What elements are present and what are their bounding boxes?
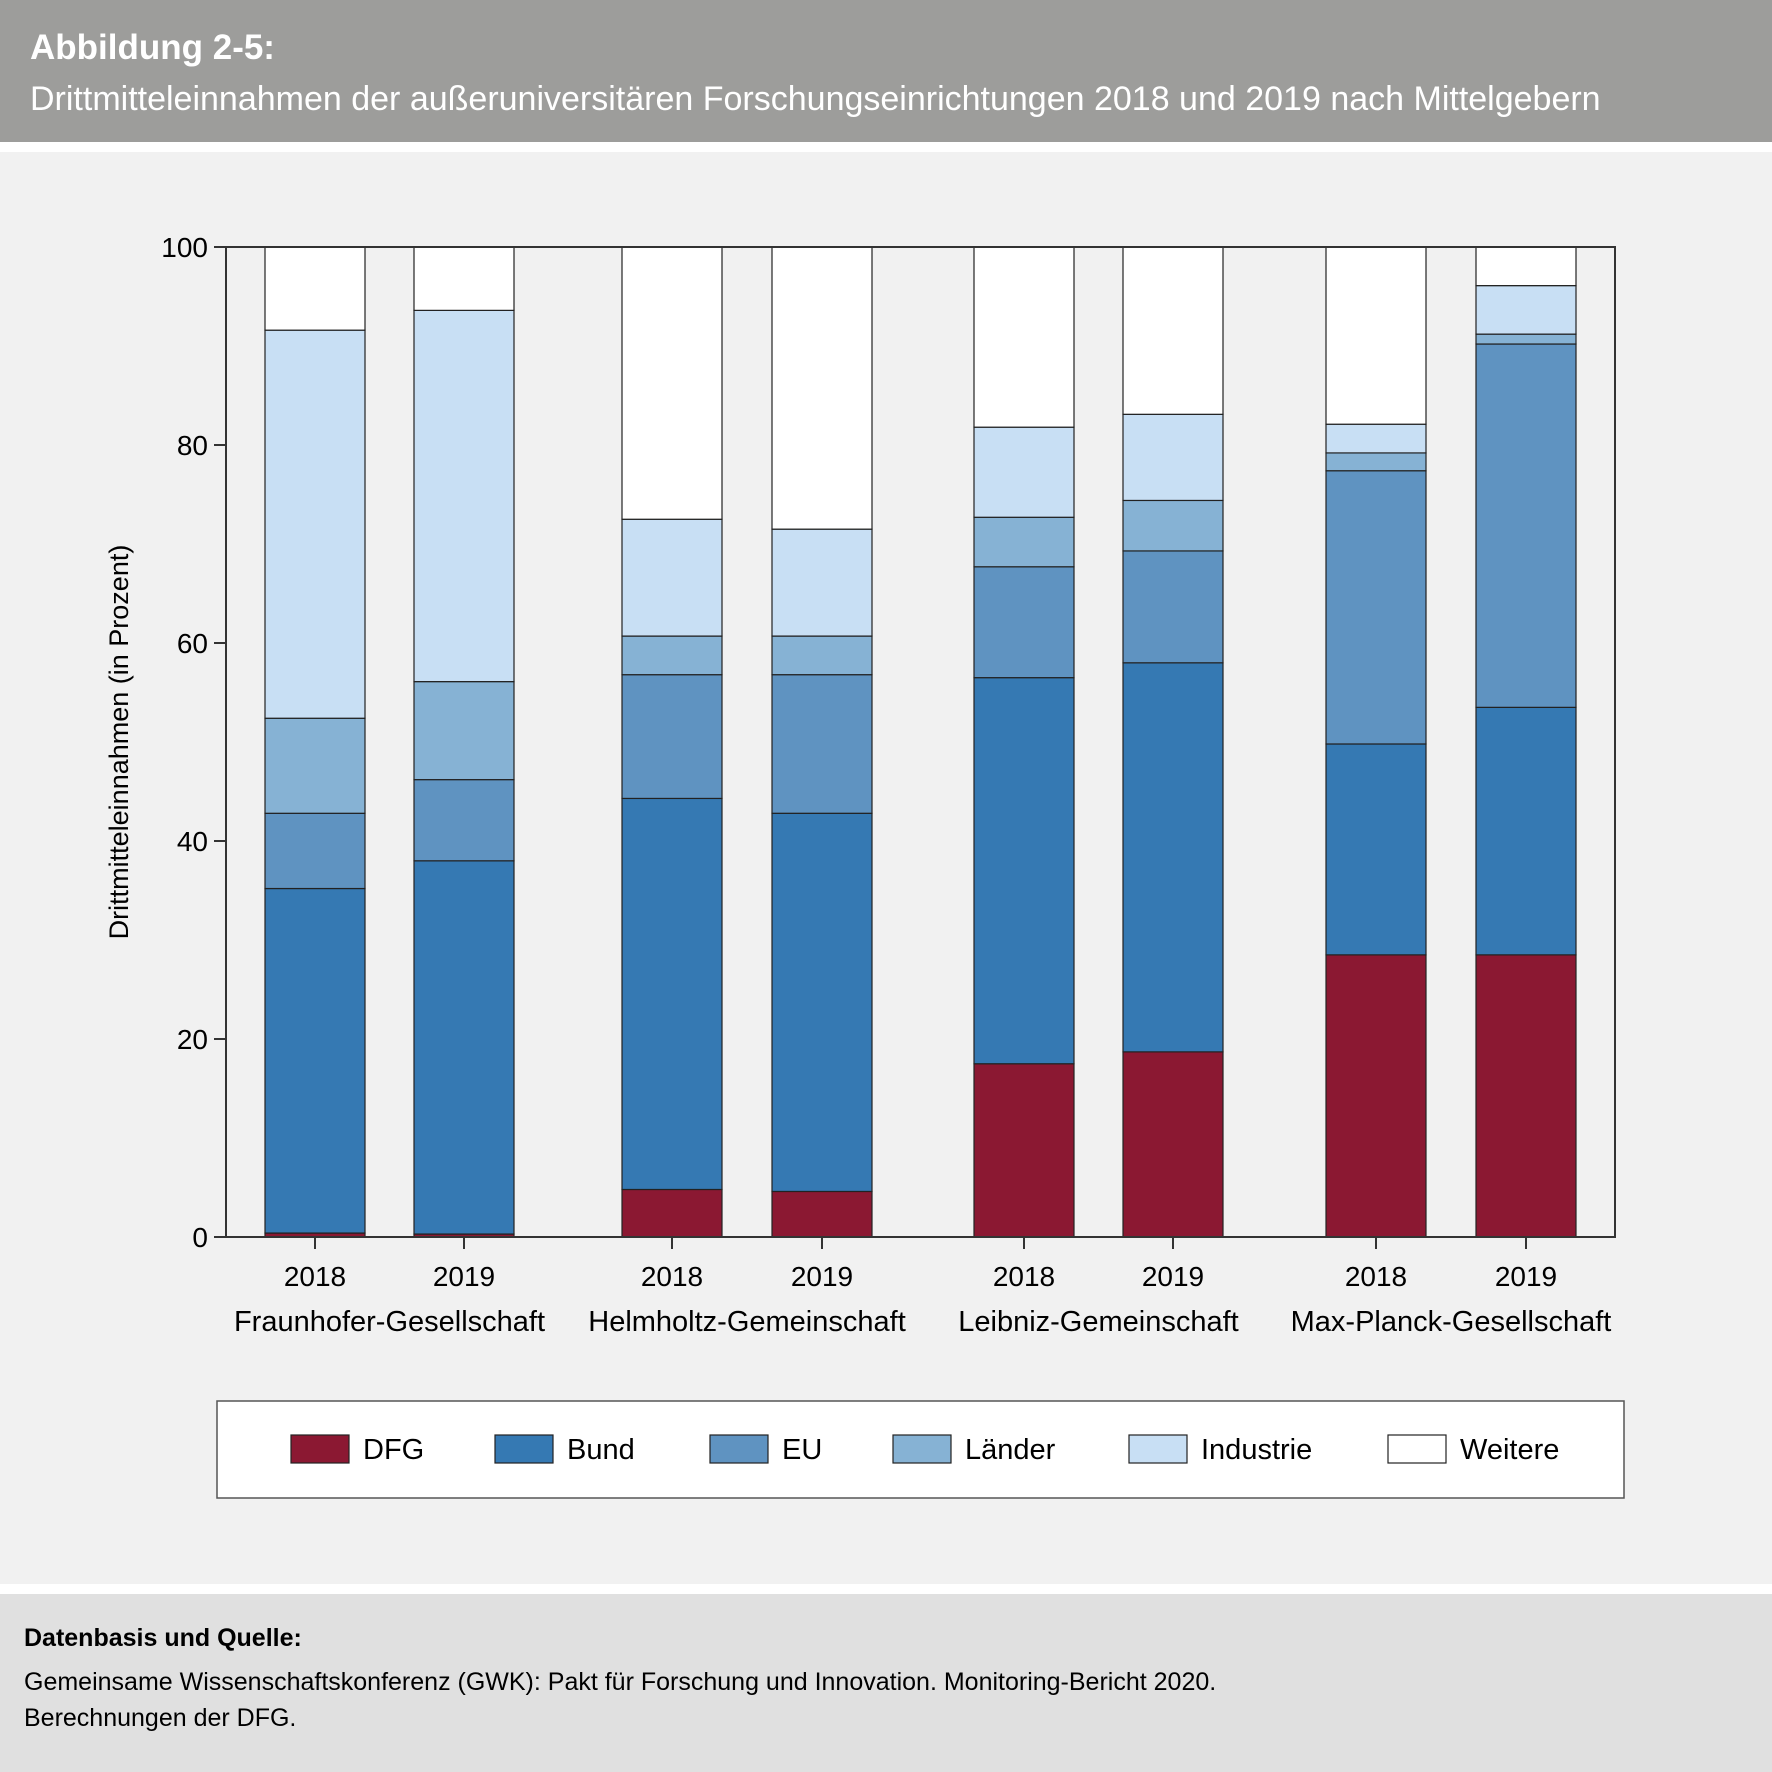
bar-segment-eu [1122,550,1224,664]
bar-segment-länder [1122,499,1224,552]
group-label: Fraunhofer-Gesellschaft [234,1306,545,1338]
source-heading: Datenbasis und Quelle: [24,1624,302,1652]
figure-title: Drittmitteleinnahmen der außeruniversitä… [30,80,1601,118]
x-tick-label: 2019 [791,1261,853,1292]
bar-segment-eu [1475,343,1577,708]
bar-segment-länder [1325,452,1427,472]
divider [0,1584,1772,1594]
bar-segment-bund [413,860,515,1235]
legend-label: Industrie [1201,1434,1312,1466]
x-tick-label: 2019 [433,1261,495,1292]
bar-segment-bund [1475,706,1577,956]
x-tick-label: 2018 [641,1261,703,1292]
bar-segment-industrie [1475,285,1577,335]
legend-label: Weitere [1460,1434,1559,1466]
y-tick-label: 80 [177,430,208,461]
bar-segment-dfg [1325,954,1427,1238]
bar-segment-länder [264,717,366,814]
source-line-2: Berechnungen der DFG. [24,1704,297,1732]
x-tick-label: 2018 [1345,1261,1407,1292]
bar-segment-weitere [771,246,873,530]
legend-label: DFG [363,1434,424,1466]
bar-segment-weitere [1475,246,1577,287]
bar-segment-dfg [973,1063,1075,1238]
bar-segment-eu [413,779,515,862]
source-line-1: Gemeinsame Wissenschaftskonferenz (GWK):… [24,1668,1217,1696]
bar-segment-dfg [1475,954,1577,1238]
y-tick-label: 40 [177,826,208,857]
y-tick-label: 0 [192,1222,208,1253]
bar-segment-dfg [1122,1051,1224,1238]
x-tick-label: 2018 [993,1261,1055,1292]
legend-swatch-dfg [290,1434,350,1464]
bar-segment-bund [973,677,1075,1065]
bar-segment-weitere [264,246,366,331]
bar-segment-länder [1475,333,1577,345]
x-tick-label: 2019 [1142,1261,1204,1292]
divider [0,142,1772,152]
y-tick-label: 100 [161,232,208,263]
source-panel: Datenbasis und Quelle: Gemeinsame Wissen… [0,1594,1772,1772]
bar-segment-eu [264,812,366,890]
y-axis-label: Drittmitteleinnahmen (in Prozent) [104,545,134,940]
x-tick-label: 2019 [1495,1261,1557,1292]
bar-segment-bund [1122,662,1224,1053]
figure-header: Abbildung 2-5: Drittmitteleinnahmen der … [0,0,1772,142]
group-label: Max-Planck-Gesellschaft [1291,1306,1612,1338]
bar-segment-weitere [413,246,515,311]
bar-segment-länder [973,516,1075,568]
figure-label: Abbildung 2-5: [30,28,275,67]
bar-segment-bund [1325,743,1427,956]
group-label: Leibniz-Gemeinschaft [958,1306,1238,1338]
legend-swatch-industrie [1128,1434,1188,1464]
y-tick-label: 20 [177,1024,208,1055]
bar-segment-dfg [621,1188,723,1238]
y-tick-label: 60 [177,628,208,659]
bar-segment-weitere [621,246,723,520]
bar-segment-bund [621,797,723,1191]
group-label: Helmholtz-Gemeinschaft [588,1306,906,1338]
bar-segment-eu [771,674,873,814]
bar-segment-weitere [973,246,1075,428]
bar-segment-eu [621,674,723,800]
bar-segment-industrie [413,309,515,683]
bar-segment-industrie [973,426,1075,518]
legend-swatch-weitere [1387,1434,1447,1464]
plot-frame [225,246,1616,1238]
bar-segment-industrie [621,518,723,637]
legend-swatch-bund [494,1434,554,1464]
legend-label: EU [782,1434,822,1466]
bar-segment-länder [621,635,723,676]
bar-segment-weitere [1122,246,1224,415]
legend-label: Bund [567,1434,635,1466]
bar-segment-dfg [771,1190,873,1238]
bar-segment-industrie [1122,413,1224,502]
bar-segment-länder [771,635,873,676]
bar-segment-bund [771,812,873,1193]
bar-segment-länder [413,681,515,781]
x-tick-label: 2018 [284,1261,346,1292]
legend-label: Länder [965,1434,1056,1466]
legend-swatch-länder [892,1434,952,1464]
bar-segment-bund [264,887,366,1234]
bar-segment-eu [1325,470,1427,745]
bar-segment-weitere [1325,246,1427,425]
legend-swatch-eu [709,1434,769,1464]
bar-segment-eu [973,566,1075,679]
bar-segment-industrie [264,329,366,719]
bar-segment-industrie [1325,423,1427,454]
stacked-bar-chart: 2018 2019 2018 2019 2018 2019 2018 2019 Fraunhof… [104,232,1625,1499]
bar-segment-industrie [771,528,873,637]
